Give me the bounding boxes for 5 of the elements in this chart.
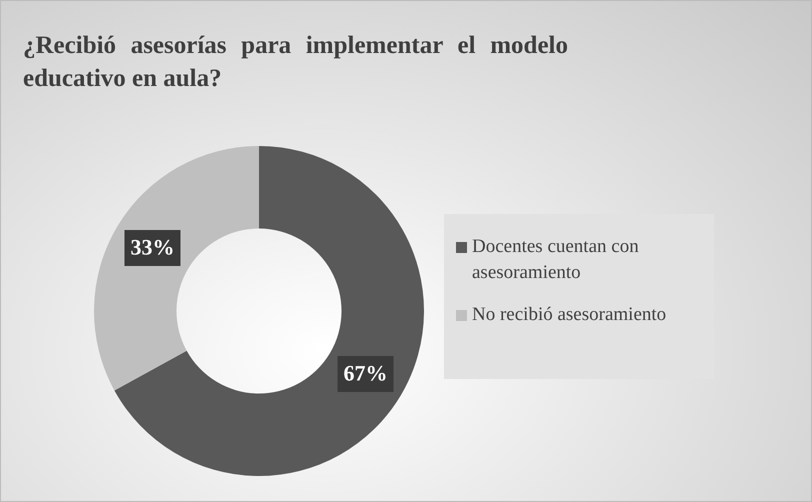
data-label: 67%	[344, 360, 388, 386]
data-label: 33%	[130, 234, 174, 260]
legend-label: No recibió asesoramiento	[472, 303, 668, 327]
chart-title: ¿Recibió asesorías para implementar el modelo educativo en aula?	[23, 31, 568, 94]
legend-label: Docentes cuentan con asesoramiento	[472, 235, 640, 285]
